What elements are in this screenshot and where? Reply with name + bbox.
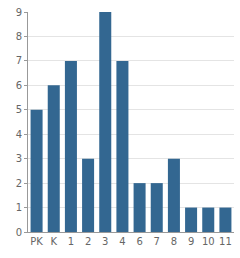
- svg-text:7: 7: [16, 55, 22, 66]
- svg-text:5: 5: [16, 104, 22, 115]
- svg-text:3: 3: [102, 236, 108, 247]
- svg-text:8: 8: [16, 31, 22, 42]
- svg-text:9: 9: [188, 236, 194, 247]
- svg-text:10: 10: [202, 236, 215, 247]
- svg-text:0: 0: [16, 227, 22, 238]
- svg-text:3: 3: [16, 153, 22, 164]
- svg-text:1: 1: [16, 202, 22, 213]
- svg-text:K: K: [50, 236, 57, 247]
- svg-text:11: 11: [219, 236, 232, 247]
- svg-text:1: 1: [68, 236, 74, 247]
- svg-text:2: 2: [85, 236, 91, 247]
- svg-text:7: 7: [154, 236, 160, 247]
- svg-text:6: 6: [136, 236, 142, 247]
- svg-text:8: 8: [171, 236, 177, 247]
- svg-text:2: 2: [16, 178, 22, 189]
- svg-text:9: 9: [16, 7, 22, 18]
- svg-text:6: 6: [16, 80, 22, 91]
- svg-text:PK: PK: [30, 236, 43, 247]
- svg-text:4: 4: [16, 129, 22, 140]
- svg-text:4: 4: [119, 236, 125, 247]
